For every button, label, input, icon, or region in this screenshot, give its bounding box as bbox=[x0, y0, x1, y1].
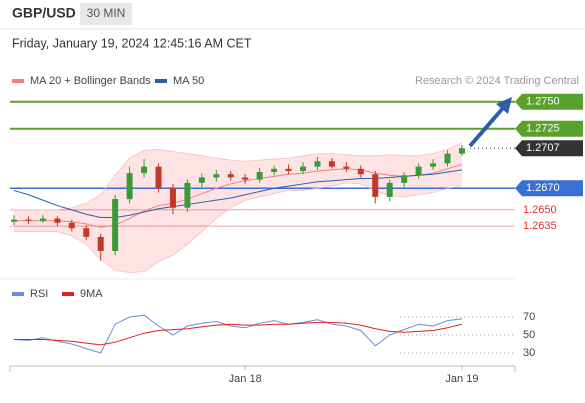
legend-label: MA 20 + Bollinger Bands bbox=[30, 75, 151, 87]
level-box bbox=[515, 140, 583, 157]
candle-body bbox=[300, 166, 306, 171]
candle-body bbox=[401, 175, 408, 183]
candle-body bbox=[343, 166, 350, 169]
arrow-shaft bbox=[468, 106, 505, 148]
y-tick-label: 50 bbox=[523, 329, 535, 341]
ma20-line bbox=[14, 163, 463, 228]
legend-label: MA 50 bbox=[173, 75, 204, 87]
candle-body bbox=[155, 166, 162, 189]
candle-body bbox=[256, 172, 263, 180]
legend-label: 9MA bbox=[80, 288, 103, 300]
level-label: 1.2725 bbox=[526, 123, 560, 135]
candle-body bbox=[11, 219, 17, 222]
candle-body bbox=[415, 166, 422, 176]
candle-body bbox=[169, 188, 176, 208]
level-label: 1.2670 bbox=[526, 182, 560, 194]
candle-body bbox=[372, 174, 379, 197]
level-label: 1.2650 bbox=[523, 204, 557, 216]
candle-body bbox=[25, 219, 32, 221]
candle-body bbox=[444, 153, 451, 164]
legend-label: RSI bbox=[30, 288, 48, 300]
source: Research © 2024 Trading Central bbox=[415, 75, 579, 87]
candle-body bbox=[68, 222, 75, 229]
level-box bbox=[515, 120, 583, 137]
candle-body bbox=[213, 174, 220, 178]
rsi-line bbox=[14, 321, 463, 346]
y-tick-label: 70 bbox=[523, 311, 535, 323]
level-box bbox=[515, 93, 583, 110]
candle-body bbox=[97, 236, 104, 251]
candle-body bbox=[39, 218, 46, 221]
legend-swatch bbox=[12, 79, 24, 83]
candle-body bbox=[198, 177, 205, 183]
candle-body bbox=[184, 182, 191, 208]
candle-body bbox=[357, 168, 364, 175]
symbol: GBP/USD bbox=[12, 5, 76, 21]
ma50-line bbox=[13, 169, 463, 218]
level-label: 1.2635 bbox=[523, 220, 557, 232]
band-fill bbox=[14, 142, 462, 273]
candle-body bbox=[328, 161, 335, 167]
candle-body bbox=[54, 218, 61, 223]
plots: MA 20 + Bollinger Bands MA 50 1.2750 1.2725… bbox=[9, 75, 583, 385]
rsi-line bbox=[13, 314, 463, 354]
candle-body bbox=[141, 166, 148, 174]
y-tick-label: 30 bbox=[523, 347, 535, 359]
arrow bbox=[468, 97, 512, 148]
timeframe-badge[interactable] bbox=[80, 3, 132, 25]
arrow-head bbox=[496, 97, 512, 114]
candle-body bbox=[126, 173, 133, 200]
timeframe[interactable]: 30 MIN bbox=[87, 6, 126, 20]
legend-swatch bbox=[62, 292, 74, 296]
candle-body bbox=[314, 161, 321, 167]
level-box bbox=[515, 180, 583, 197]
candle-body bbox=[285, 168, 292, 171]
candle-body bbox=[386, 182, 393, 197]
candle-body bbox=[271, 168, 278, 173]
x-tick-label: Jan 19 bbox=[445, 373, 478, 385]
level-label: 1.2707 bbox=[526, 142, 560, 154]
bb-upper bbox=[14, 142, 463, 211]
candle-body bbox=[430, 163, 437, 167]
datetime: Friday, January 19, 2024 12:45:16 AM CET bbox=[12, 36, 252, 50]
candle-body bbox=[83, 228, 90, 237]
x-tick-label: Jan 18 bbox=[229, 373, 262, 385]
candle-body bbox=[227, 174, 234, 178]
candle-body bbox=[112, 199, 119, 251]
candle-body bbox=[458, 148, 465, 154]
candle-body bbox=[242, 177, 249, 180]
level-label: 1.2750 bbox=[526, 96, 560, 108]
legend-swatch bbox=[155, 79, 167, 83]
legend-swatch bbox=[12, 292, 24, 296]
